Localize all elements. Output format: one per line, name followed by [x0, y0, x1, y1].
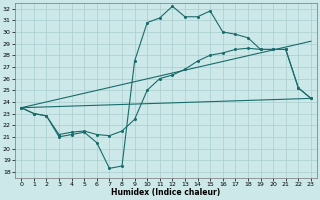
X-axis label: Humidex (Indice chaleur): Humidex (Indice chaleur) — [111, 188, 221, 197]
